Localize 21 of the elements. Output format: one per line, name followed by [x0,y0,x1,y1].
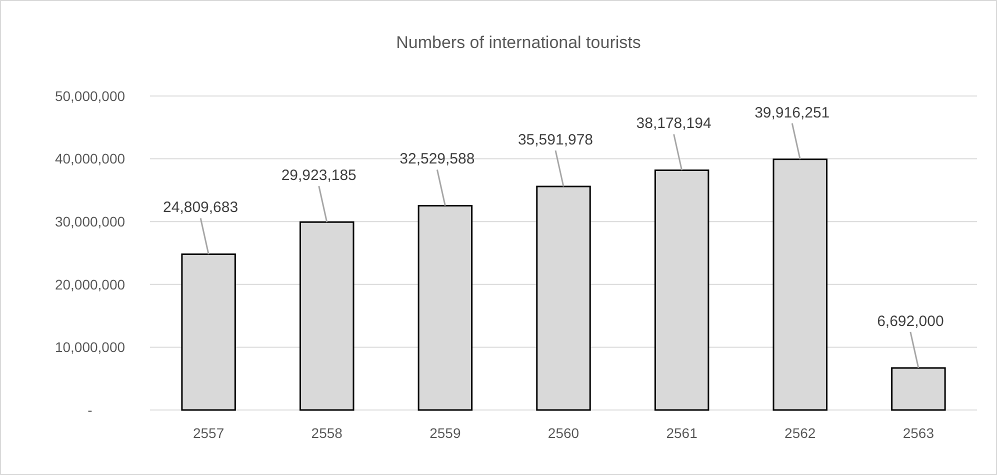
x-tick-label: 2557 [192,425,224,441]
data-label: 32,529,588 [400,150,475,168]
x-tick-label: 2559 [430,425,461,441]
y-tick-label: - [88,402,93,418]
data-label: 24,809,683 [163,199,238,216]
y-tick-label: 30,000,000 [54,214,126,230]
x-tick-label: 2561 [666,425,698,441]
x-tick-label: 2562 [784,425,816,441]
data-label: 6,692,000 [877,312,944,330]
data-label: 39,916,251 [754,104,830,122]
data-label: 38,178,194 [636,115,712,132]
x-tick-label: 2558 [311,425,343,441]
y-tick-label: 50,000,000 [54,88,126,104]
chart-title: Numbers of international tourists [396,33,641,52]
data-label: 29,923,185 [281,167,356,184]
y-tick-label: 20,000,000 [54,276,126,292]
x-tick-label: 2563 [902,425,934,441]
y-tick-label: 40,000,000 [54,150,126,167]
x-tick-label: 2560 [548,425,580,441]
data-label: 35,591,978 [518,131,594,148]
y-tick-label: 10,000,000 [54,339,126,356]
